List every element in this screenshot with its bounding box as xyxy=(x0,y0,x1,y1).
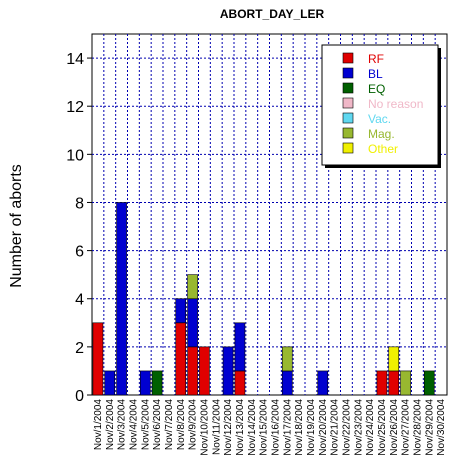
x-tick-label: Nov/8/2004 xyxy=(176,399,187,451)
x-tick-label: Nov/1/2004 xyxy=(93,399,104,451)
legend-box xyxy=(321,44,439,166)
bar-segment-bl xyxy=(187,298,198,348)
x-tick-label: Nov/24/2004 xyxy=(365,399,376,456)
x-tick-label: Nov/5/2004 xyxy=(140,399,151,451)
legend-label: EQ xyxy=(368,82,385,96)
y-tick-label: 4 xyxy=(75,292,84,309)
x-tick-label: Nov/18/2004 xyxy=(294,399,305,456)
x-tick-label: Nov/13/2004 xyxy=(235,399,246,456)
x-tick-label: Nov/27/2004 xyxy=(401,399,412,456)
x-tick-label: Nov/6/2004 xyxy=(152,399,163,451)
x-tick-label: Nov/14/2004 xyxy=(247,399,258,456)
x-tick-label: Nov/3/2004 xyxy=(117,399,128,451)
x-tick-label: Nov/9/2004 xyxy=(188,399,199,451)
x-tick-labels: Nov/1/2004 Nov/2/2004 Nov/3/2004 Nov/4/2004… xyxy=(93,399,447,456)
x-tick-label: Nov/2/2004 xyxy=(105,399,116,451)
y-axis-label: Number of aborts xyxy=(8,164,25,288)
legend-label: Mag. xyxy=(368,127,395,141)
x-tick-label: Nov/29/2004 xyxy=(424,399,435,456)
y-tick-label: 8 xyxy=(75,195,84,212)
y-tick-label: 2 xyxy=(75,340,84,357)
bar-segment-bl xyxy=(175,298,187,324)
x-tick-label: Nov/15/2004 xyxy=(259,399,270,456)
bar-segment-mag- xyxy=(281,346,293,372)
bar-segment-bl xyxy=(104,370,116,396)
legend-swatch xyxy=(342,127,354,139)
legend-swatch xyxy=(342,52,354,64)
x-tick-label: Nov/30/2004 xyxy=(436,399,447,456)
y-tick-labels: 0 2 4 6 8 10 12 14 xyxy=(66,51,92,405)
bar-segment-rf xyxy=(175,322,187,396)
x-tick-label: Nov/25/2004 xyxy=(377,399,388,456)
y-tick-label: 14 xyxy=(66,51,84,68)
x-tick-label: Nov/17/2004 xyxy=(282,399,293,456)
legend-label: Vac. xyxy=(368,112,391,126)
bar-segment-eq xyxy=(423,370,435,396)
legend-swatch xyxy=(342,82,354,94)
x-tick-label: Nov/12/2004 xyxy=(223,399,234,456)
legend-label: RF xyxy=(368,52,384,66)
legend-label: BL xyxy=(368,67,383,81)
y-tick-label: 10 xyxy=(66,147,84,164)
bar-segment-rf xyxy=(92,322,104,396)
bar-segment-bl xyxy=(234,322,246,372)
bar-segment-rf xyxy=(376,370,388,396)
y-tick-label: 6 xyxy=(75,244,84,261)
x-tick-label: Nov/21/2004 xyxy=(330,399,341,456)
legend-swatch xyxy=(342,142,354,154)
x-tick-label: Nov/11/2004 xyxy=(211,399,222,455)
bar-segment-eq xyxy=(151,370,163,396)
bar-segment-rf xyxy=(199,346,210,396)
y-tick-label: 0 xyxy=(75,388,84,405)
bar-segment-bl xyxy=(116,202,127,396)
x-tick-label: Nov/28/2004 xyxy=(412,399,423,456)
bar-segment-mag- xyxy=(400,370,411,396)
x-tick-label: Nov/20/2004 xyxy=(318,399,329,456)
x-tick-label: Nov/16/2004 xyxy=(270,399,281,456)
x-tick-label: Nov/4/2004 xyxy=(128,399,139,451)
x-tick-label: Nov/10/2004 xyxy=(199,399,210,456)
x-tick-label: Nov/22/2004 xyxy=(341,399,352,456)
chart-title: ABORT_DAY_LER xyxy=(220,7,325,21)
legend-swatch xyxy=(342,112,354,124)
legend-swatch xyxy=(342,97,354,109)
bar-segment-rf xyxy=(187,346,198,396)
bar-segment-rf xyxy=(388,370,400,396)
x-tick-label: Nov/26/2004 xyxy=(389,399,400,456)
x-tick-label: Nov/19/2004 xyxy=(306,399,317,456)
bar-segment-bl xyxy=(281,370,293,396)
x-tick-label: Nov/7/2004 xyxy=(164,399,175,451)
bar-segment-bl xyxy=(139,370,151,396)
x-tick-label: Nov/23/2004 xyxy=(353,399,364,456)
bar-segment-other xyxy=(388,346,400,372)
legend-label: Other xyxy=(368,142,398,156)
legend-swatch xyxy=(342,67,354,79)
y-tick-label: 12 xyxy=(66,99,84,116)
bars xyxy=(92,202,435,396)
bar-segment-rf xyxy=(234,370,246,396)
bar-segment-bl xyxy=(222,346,234,396)
bar-segment-mag- xyxy=(187,274,198,300)
legend-label: No reason xyxy=(368,97,423,111)
bar-segment-bl xyxy=(317,370,329,396)
